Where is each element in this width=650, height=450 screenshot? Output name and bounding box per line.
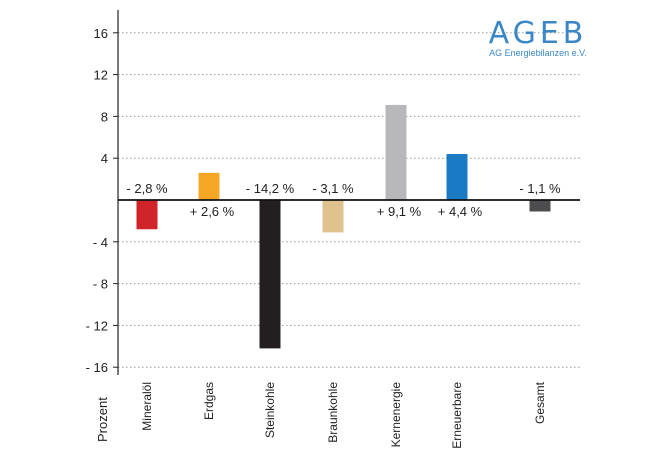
data-label: + 2,6 % <box>190 204 235 219</box>
ageb-logo: AGEB AG Energiebilanzen e.V. <box>489 16 588 58</box>
bar-kernenergie <box>385 104 407 200</box>
category-label: Braunkohle <box>326 382 340 443</box>
y-tick-label: - 12 <box>86 318 108 333</box>
bar-mineralöl <box>136 200 158 230</box>
bar-gesamt <box>529 200 551 212</box>
data-label: - 14,2 % <box>246 181 295 196</box>
y-tick-label: 16 <box>94 26 108 41</box>
category-label: Gesamt <box>533 381 547 424</box>
data-label: - 3,1 % <box>312 181 354 196</box>
bars <box>136 104 551 349</box>
logo-name: AGEB <box>489 16 588 51</box>
y-axis-label: Prozent <box>95 397 110 442</box>
bar-erneuerbare <box>446 154 468 200</box>
bar-steinkohle <box>259 200 281 349</box>
y-tick-label: 8 <box>101 109 108 124</box>
category-label: Erdgas <box>202 382 216 420</box>
data-label: + 4,4 % <box>438 204 483 219</box>
y-tick-label: - 4 <box>93 235 108 250</box>
data-label: + 9,1 % <box>377 204 422 219</box>
category-label: Mineralöl <box>140 382 154 431</box>
labels: - 2,8 % Mineralöl + 2,6 % Erdgas - 14,2 % Ste… <box>126 181 561 449</box>
data-label: - 2,8 % <box>126 181 168 196</box>
logo-subtitle: AG Energiebilanzen e.V. <box>489 48 587 58</box>
gridlines <box>118 32 580 368</box>
bar-braunkohle <box>322 200 344 233</box>
data-label: - 1,1 % <box>519 181 561 196</box>
y-tick-label: 12 <box>94 68 108 83</box>
category-label: Steinkohle <box>263 382 277 438</box>
y-tick-label: 4 <box>101 151 108 166</box>
y-tick-label: - 16 <box>86 360 108 375</box>
y-tick-label: - 8 <box>93 277 108 292</box>
bar-erdgas <box>198 172 220 200</box>
category-label: Erneuerbare <box>450 382 464 449</box>
axes: 16 12 8 4 - 4 - 8 - 12 - 16 <box>86 10 580 375</box>
category-label: Kernenergie <box>389 382 403 448</box>
